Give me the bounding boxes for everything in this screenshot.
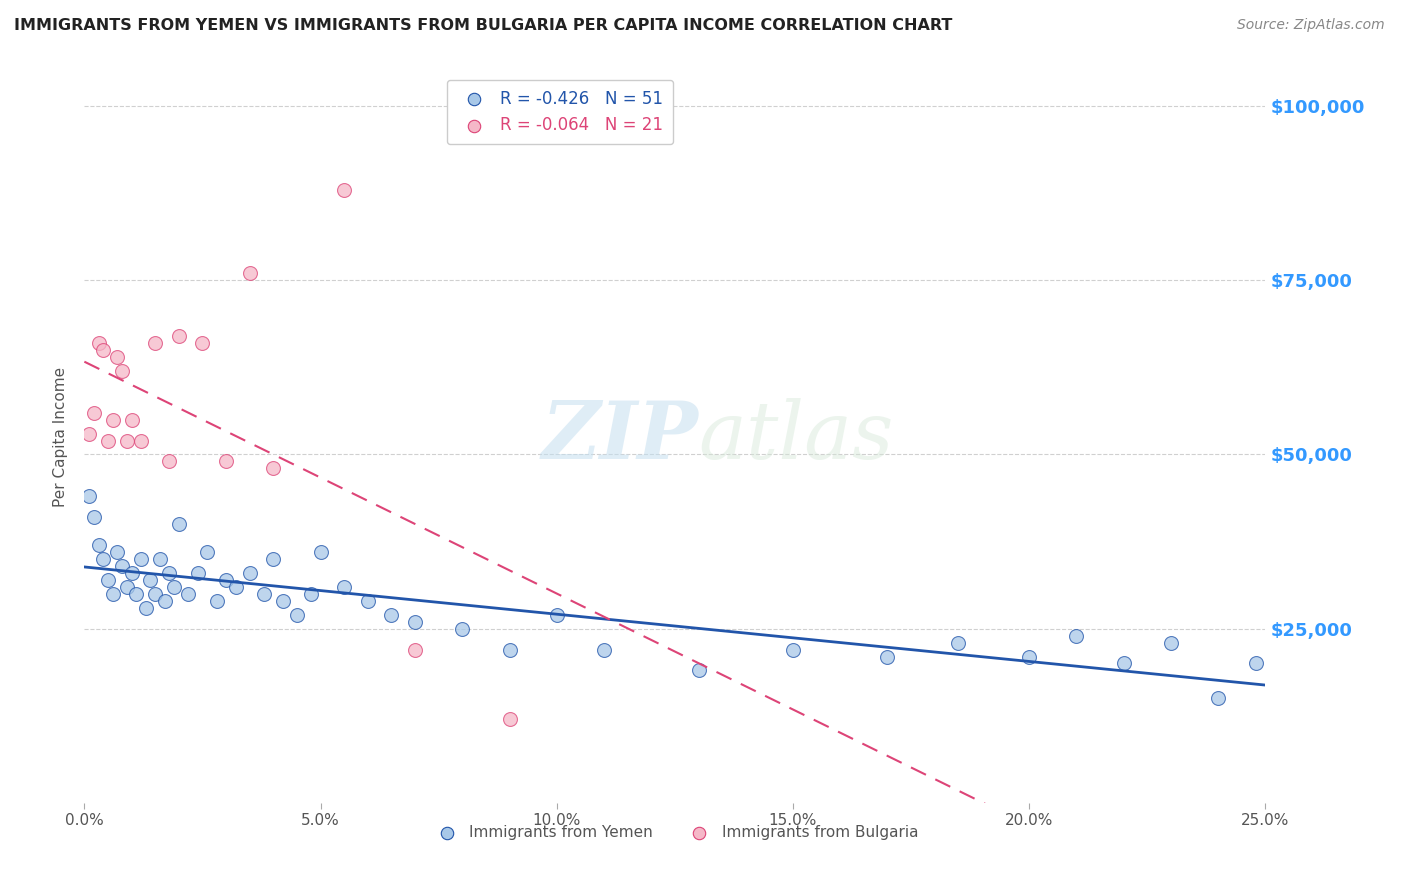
Point <box>129 552 152 566</box>
Point <box>262 552 284 566</box>
Legend: Immigrants from Yemen, Immigrants from Bulgaria: Immigrants from Yemen, Immigrants from B… <box>425 819 925 847</box>
Point <box>129 434 152 448</box>
Point <box>876 649 898 664</box>
Point <box>593 642 616 657</box>
Point <box>195 545 218 559</box>
Point <box>187 566 209 580</box>
Point <box>782 642 804 657</box>
Point <box>121 412 143 426</box>
Point <box>546 607 568 622</box>
Point <box>143 336 166 351</box>
Point <box>215 573 238 587</box>
Point <box>239 566 262 580</box>
Point <box>121 566 143 580</box>
Point <box>239 266 262 280</box>
Point <box>191 336 214 351</box>
Point <box>215 454 238 468</box>
Text: atlas: atlas <box>699 399 894 475</box>
Point <box>139 573 162 587</box>
Point <box>125 587 148 601</box>
Point <box>111 558 134 573</box>
Point <box>149 552 172 566</box>
Point <box>163 580 186 594</box>
Point <box>87 336 110 351</box>
Point <box>1160 635 1182 649</box>
Point <box>253 587 276 601</box>
Point <box>115 580 138 594</box>
Point <box>688 664 710 678</box>
Point <box>77 426 100 441</box>
Text: IMMIGRANTS FROM YEMEN VS IMMIGRANTS FROM BULGARIA PER CAPITA INCOME CORRELATION : IMMIGRANTS FROM YEMEN VS IMMIGRANTS FROM… <box>14 18 952 33</box>
Point <box>111 364 134 378</box>
Point <box>285 607 308 622</box>
Point <box>205 594 228 608</box>
Point <box>262 461 284 475</box>
Point <box>101 412 124 426</box>
Point <box>157 454 180 468</box>
Point <box>87 538 110 552</box>
Point <box>135 600 157 615</box>
Point <box>77 489 100 503</box>
Point <box>91 343 114 357</box>
Point <box>271 594 294 608</box>
Text: Source: ZipAtlas.com: Source: ZipAtlas.com <box>1237 18 1385 32</box>
Point <box>143 587 166 601</box>
Point <box>1244 657 1267 671</box>
Point <box>91 552 114 566</box>
Point <box>107 545 129 559</box>
Point <box>115 434 138 448</box>
Point <box>157 566 180 580</box>
Point <box>107 350 129 364</box>
Point <box>225 580 247 594</box>
Point <box>1112 657 1135 671</box>
Point <box>167 517 190 532</box>
Point <box>357 594 380 608</box>
Y-axis label: Per Capita Income: Per Capita Income <box>53 367 69 508</box>
Point <box>101 587 124 601</box>
Point <box>177 587 200 601</box>
Point <box>498 712 520 726</box>
Point <box>1066 629 1088 643</box>
Point <box>167 329 190 343</box>
Point <box>1018 649 1040 664</box>
Point <box>97 573 120 587</box>
Text: ZIP: ZIP <box>541 399 699 475</box>
Point <box>404 642 426 657</box>
Point <box>948 635 970 649</box>
Point <box>451 622 474 636</box>
Point <box>153 594 176 608</box>
Point <box>83 406 105 420</box>
Point <box>404 615 426 629</box>
Point <box>83 510 105 524</box>
Point <box>380 607 402 622</box>
Point <box>309 545 332 559</box>
Point <box>299 587 322 601</box>
Point <box>333 580 356 594</box>
Point <box>498 642 520 657</box>
Point <box>333 183 356 197</box>
Point <box>1206 691 1229 706</box>
Point <box>97 434 120 448</box>
